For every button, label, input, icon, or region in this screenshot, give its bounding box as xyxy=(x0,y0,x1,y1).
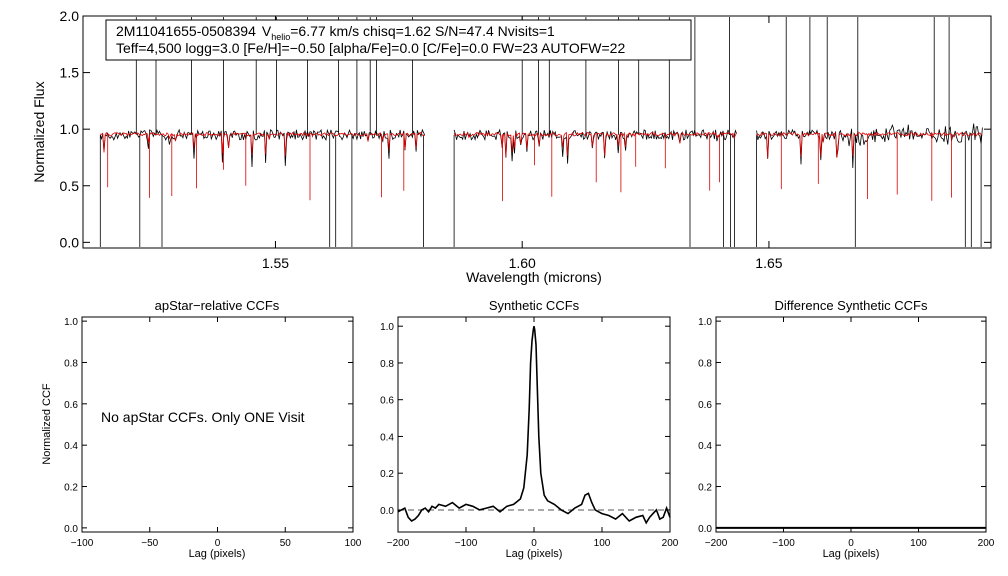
y-tick-label: 1.0 xyxy=(64,317,78,328)
x-tick-label: 100 xyxy=(594,538,611,549)
synthetic-x-axis-label: Lag (pixels) xyxy=(506,548,563,560)
y-tick-label: 0.4 xyxy=(698,441,712,452)
y-tick-label: 0.0 xyxy=(380,506,394,517)
spectrum-traces xyxy=(99,17,983,247)
observed-spectrum-line xyxy=(99,17,983,247)
y-tick-label: 0.6 xyxy=(380,396,394,407)
apstar-ticks: −100 −50 0 50 100 0.0 0.2 0.4 0.6 0.8 1.0 xyxy=(64,317,362,549)
y-tick-label: 0.4 xyxy=(380,432,394,443)
x-tick-label: −200 xyxy=(705,538,728,549)
x-tick-label: −100 xyxy=(772,538,795,549)
info-box xyxy=(105,19,692,61)
info-line-1: 2M11041655-0508394 Vhelio=6.77 km/s chisq… xyxy=(116,23,555,42)
synthetic-ticks: −200 −100 0 100 200 0.0 0.2 0.4 0.6 0.8 1.0 xyxy=(380,317,679,549)
info-line-1-rest: =6.77 km/s chisq=1.62 S/N=47.4 Nvisits=1 xyxy=(290,23,555,39)
y-tick-label: 1.5 xyxy=(60,65,80,81)
info-line-2: Teff=4,500 logg=3.0 [Fe/H]=−0.50 [alpha/… xyxy=(116,40,625,56)
x-tick-label: 0 xyxy=(531,538,537,549)
apstar-ccf-panel: −100 −50 0 50 100 0.0 0.2 0.4 0.6 0.8 1.0 apStar−r… xyxy=(41,298,362,560)
x-tick-label: 1.55 xyxy=(262,255,289,271)
y-tick-label: 1.0 xyxy=(60,121,80,137)
y-tick-label: 0.2 xyxy=(380,469,394,480)
y-tick-label: 2.0 xyxy=(60,8,80,24)
difference-ticks: −200 −100 0 100 200 0.0 0.2 0.4 0.6 0.8 1.0 xyxy=(698,317,995,549)
spectrum-ticks: 1.55 1.60 1.65 0.0 0.5 1.0 1.5 2.0 xyxy=(60,8,991,271)
x-tick-label: −100 xyxy=(455,538,478,549)
spectrum-panel: 1.55 1.60 1.65 0.0 0.5 1.0 1.5 2.0 2M11041655-0… xyxy=(31,8,992,285)
x-tick-label: 200 xyxy=(978,538,995,549)
y-tick-label: 0.2 xyxy=(698,483,712,494)
y-tick-label: 0.6 xyxy=(698,400,712,411)
synthetic-title: Synthetic CCFs xyxy=(489,298,580,313)
apstar-y-axis-label: Normalized CCF xyxy=(41,383,53,465)
difference-plot-frame xyxy=(715,316,987,533)
difference-title: Difference Synthetic CCFs xyxy=(775,298,928,313)
x-tick-label: 100 xyxy=(345,538,362,549)
y-tick-label: 0.8 xyxy=(380,359,394,370)
difference-ccf-panel: −200 −100 0 100 200 0.0 0.2 0.4 0.6 0.8 1.0 Differ… xyxy=(698,298,995,560)
x-tick-label: −200 xyxy=(387,538,410,549)
x-tick-label: 50 xyxy=(280,538,292,549)
apstar-x-axis-label: Lag (pixels) xyxy=(189,548,246,560)
y-tick-label: 0.2 xyxy=(64,483,78,494)
synthetic-spectrum-line xyxy=(100,131,983,202)
y-tick-label: 0.0 xyxy=(698,524,712,535)
y-tick-label: 0.6 xyxy=(64,400,78,411)
y-tick-label: 0.8 xyxy=(698,358,712,369)
spectrum-plot-frame xyxy=(82,15,992,249)
x-tick-label: 1.65 xyxy=(755,255,782,271)
spectrum-y-axis-label: Normalized Flux xyxy=(31,81,47,182)
x-tick-label: 100 xyxy=(910,538,927,549)
spectrum-x-axis-label: Wavelength (microns) xyxy=(466,269,602,285)
x-tick-label: 0 xyxy=(215,538,221,549)
synthetic-ccf-curve xyxy=(397,326,671,525)
apstar-title: apStar−relative CCFs xyxy=(155,298,280,313)
star-id: 2M11041655-0508394 xyxy=(116,23,256,39)
x-tick-label: 200 xyxy=(662,538,679,549)
synthetic-ccf-panel: −200 −100 0 100 200 0.0 0.2 0.4 0.6 0.8 1.0 Synthe… xyxy=(380,298,679,560)
vhelio-subscript: helio xyxy=(271,32,290,42)
no-ccf-message: No apStar CCFs. Only ONE Visit xyxy=(101,409,305,425)
y-tick-label: 0.8 xyxy=(64,358,78,369)
x-tick-label: −50 xyxy=(141,538,158,549)
difference-x-axis-label: Lag (pixels) xyxy=(823,548,880,560)
y-tick-label: 0.0 xyxy=(64,524,78,535)
vhelio-v: V xyxy=(262,23,272,39)
y-tick-label: 1.0 xyxy=(380,322,394,333)
y-tick-label: 0.0 xyxy=(60,234,80,250)
synthetic-plot-frame xyxy=(397,316,671,533)
x-tick-label: 1.60 xyxy=(509,255,536,271)
y-tick-label: 0.4 xyxy=(64,441,78,452)
y-tick-label: 1.0 xyxy=(698,317,712,328)
y-tick-label: 0.5 xyxy=(60,178,80,194)
x-tick-label: 0 xyxy=(848,538,854,549)
x-tick-label: −100 xyxy=(71,538,94,549)
